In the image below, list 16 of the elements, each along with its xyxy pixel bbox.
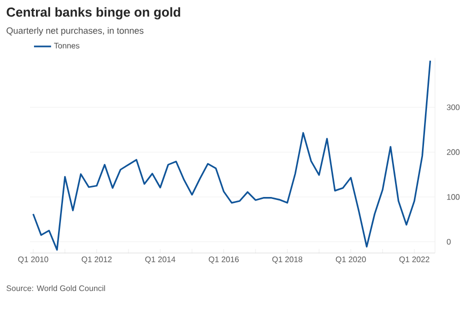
x-tick-label: Q1 2022 — [399, 256, 430, 264]
x-tick-label: Q1 2014 — [145, 256, 176, 264]
y-tick-label: 100 — [447, 194, 460, 200]
source-note: Source: World Gold Council — [6, 285, 105, 292]
x-tick-label: Q1 2012 — [82, 256, 112, 264]
x-tick-label: Q1 2020 — [336, 256, 366, 264]
line-series — [32, 60, 432, 251]
chart-subtitle: Quarterly net purchases, in tonnes — [6, 27, 144, 36]
y-tick-label: 200 — [446, 149, 460, 155]
legend-label: Tonnes — [54, 42, 80, 48]
y-tick-label: 300 — [446, 104, 460, 110]
x-tick-label: Q1 2010 — [18, 256, 48, 264]
x-tick-label: Q1 2016 — [208, 256, 239, 264]
chart-title: Central banks binge on gold — [6, 7, 180, 20]
x-tick-label: Q1 2018 — [272, 256, 302, 264]
y-tick-label: 0 — [446, 238, 451, 245]
